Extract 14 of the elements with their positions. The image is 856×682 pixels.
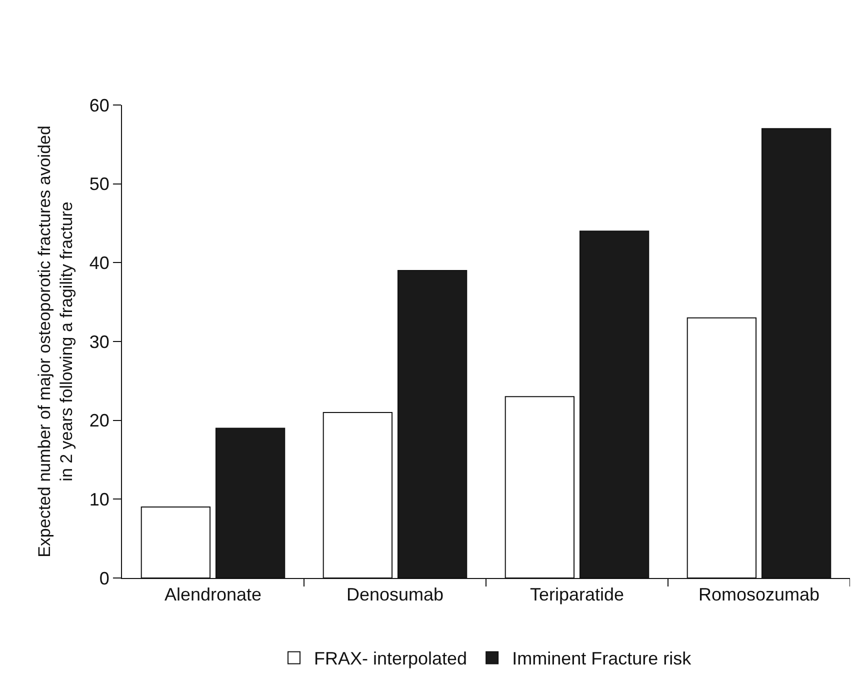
x-tick-label: Teriparatide bbox=[530, 584, 624, 605]
y-tick-label: 60 bbox=[89, 95, 110, 116]
y-tick-label: 40 bbox=[89, 252, 110, 273]
y-tick-label: 30 bbox=[89, 332, 110, 352]
x-tick-label: Romosozumab bbox=[698, 584, 820, 605]
y-tick-label: 10 bbox=[89, 489, 110, 510]
y-tick-label: 20 bbox=[89, 410, 110, 431]
x-tick-label: Alendronate bbox=[164, 584, 262, 605]
x-tick-label: Denosumab bbox=[346, 584, 444, 605]
legend-label: Imminent Fracture risk bbox=[512, 648, 692, 669]
y-axis-title: Expected number of major osteoporotic fractures avoided in 2 years following a fragility fracture bbox=[34, 126, 76, 558]
y-tick-label: 50 bbox=[89, 174, 110, 194]
legend-label: FRAX- interpolated bbox=[314, 648, 468, 669]
y-tick-label: 0 bbox=[99, 568, 110, 588]
